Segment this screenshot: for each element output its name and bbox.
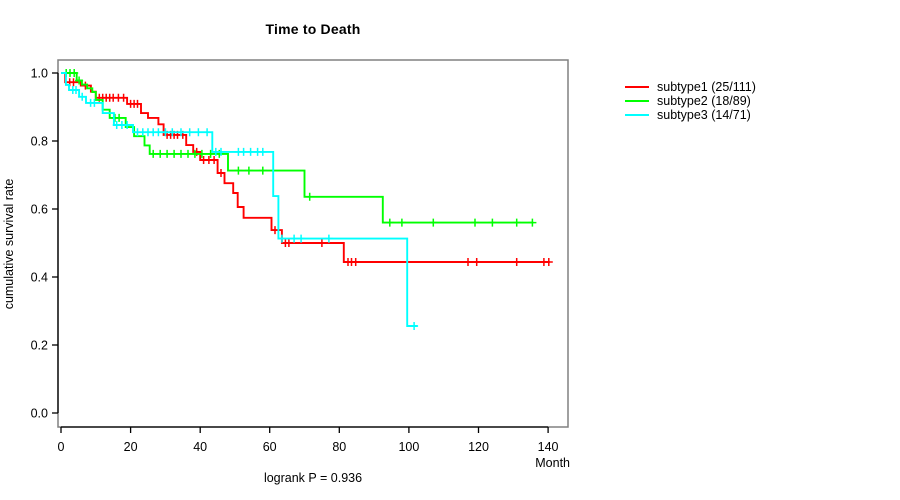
y-tick-label: 0.0 bbox=[31, 407, 48, 421]
x-tick-label: 120 bbox=[468, 440, 489, 454]
x-tick-label: 80 bbox=[332, 440, 346, 454]
legend-label-subtype3: subtype3 (14/71) bbox=[657, 108, 751, 122]
series-subtype1-censor-marks bbox=[65, 78, 553, 266]
series-subtype3-censor-marks bbox=[68, 86, 419, 330]
series-subtype2-curve bbox=[61, 72, 534, 224]
x-tick-label: 140 bbox=[538, 440, 559, 454]
chart-title: Time to Death bbox=[265, 21, 361, 37]
legend-line-subtype3 bbox=[625, 114, 649, 116]
legend-item-subtype1: subtype1 (25/111) bbox=[625, 80, 756, 94]
x-tick-label: 60 bbox=[263, 440, 277, 454]
series-subtype2-censor-marks bbox=[62, 69, 537, 227]
logrank-annotation: logrank P = 0.936 bbox=[263, 471, 363, 485]
y-axis-label: cumulative survival rate bbox=[2, 178, 16, 310]
x-tick-label: 100 bbox=[398, 440, 419, 454]
x-tick-label: 20 bbox=[124, 440, 138, 454]
x-axis-label: Month bbox=[535, 456, 570, 470]
x-tick-label: 0 bbox=[58, 440, 65, 454]
legend-label-subtype1: subtype1 (25/111) bbox=[657, 80, 756, 94]
series-subtype3-curve bbox=[61, 72, 418, 327]
legend-line-subtype2 bbox=[625, 100, 649, 102]
y-tick-label: 0.2 bbox=[31, 339, 48, 353]
y-tick-label: 0.8 bbox=[31, 135, 48, 149]
y-tick-label: 0.4 bbox=[31, 271, 48, 285]
x-tick-label: 40 bbox=[193, 440, 207, 454]
legend-label-subtype2: subtype2 (18/89) bbox=[657, 94, 751, 108]
legend: subtype1 (25/111) subtype2 (18/89) subtype… bbox=[625, 80, 756, 122]
legend-line-subtype1 bbox=[625, 86, 649, 88]
y-tick-label: 0.6 bbox=[31, 203, 48, 217]
y-tick-label: 1.0 bbox=[31, 67, 48, 81]
legend-item-subtype2: subtype2 (18/89) bbox=[625, 94, 756, 108]
legend-item-subtype3: subtype3 (14/71) bbox=[625, 108, 756, 122]
